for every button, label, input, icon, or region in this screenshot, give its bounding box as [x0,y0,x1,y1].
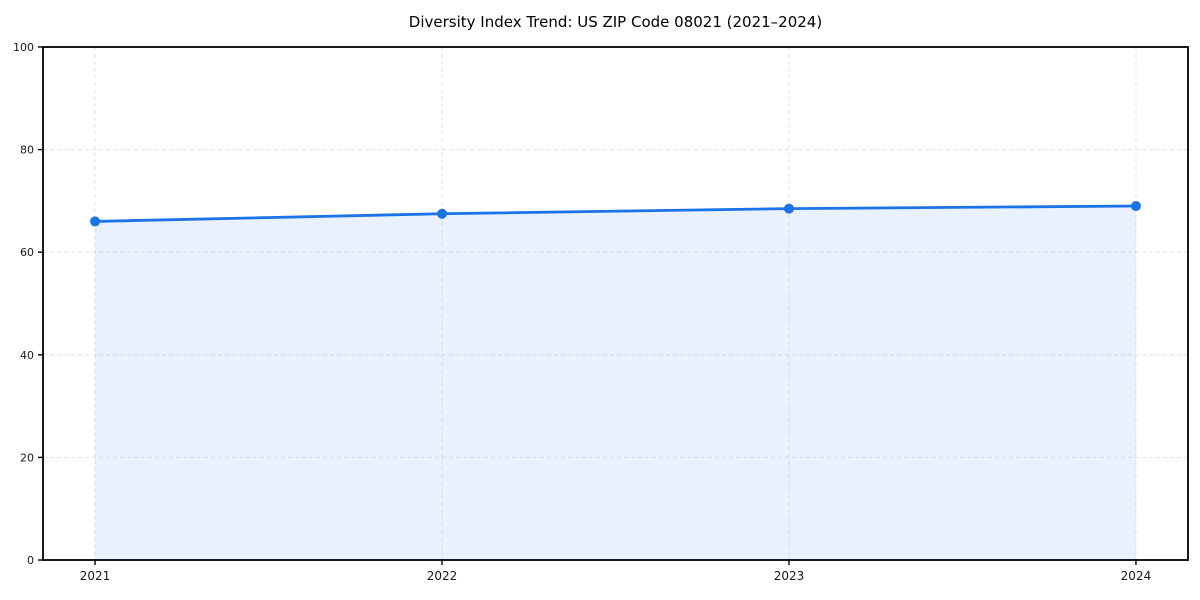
data-point-marker [90,216,101,227]
y-tick-label: 80 [20,144,34,157]
y-tick-label: 0 [27,554,34,567]
x-tick-label: 2021 [80,569,111,583]
data-point-marker [437,208,448,219]
y-tick-label: 60 [20,246,34,259]
y-tick-label: 40 [20,349,34,362]
area-fill [95,206,1136,560]
data-point-marker [1130,201,1141,212]
chart-title: Diversity Index Trend: US ZIP Code 08021… [408,13,823,31]
trend-line [93,204,1138,223]
y-tick-label: 100 [13,41,34,54]
data-point-marker [783,203,794,214]
x-tick-label: 2022 [427,569,458,583]
plot-border [42,46,1189,561]
y-tick-label: 20 [20,451,34,464]
x-tick-label: 2023 [774,569,805,583]
x-tick-label: 2024 [1121,569,1152,583]
